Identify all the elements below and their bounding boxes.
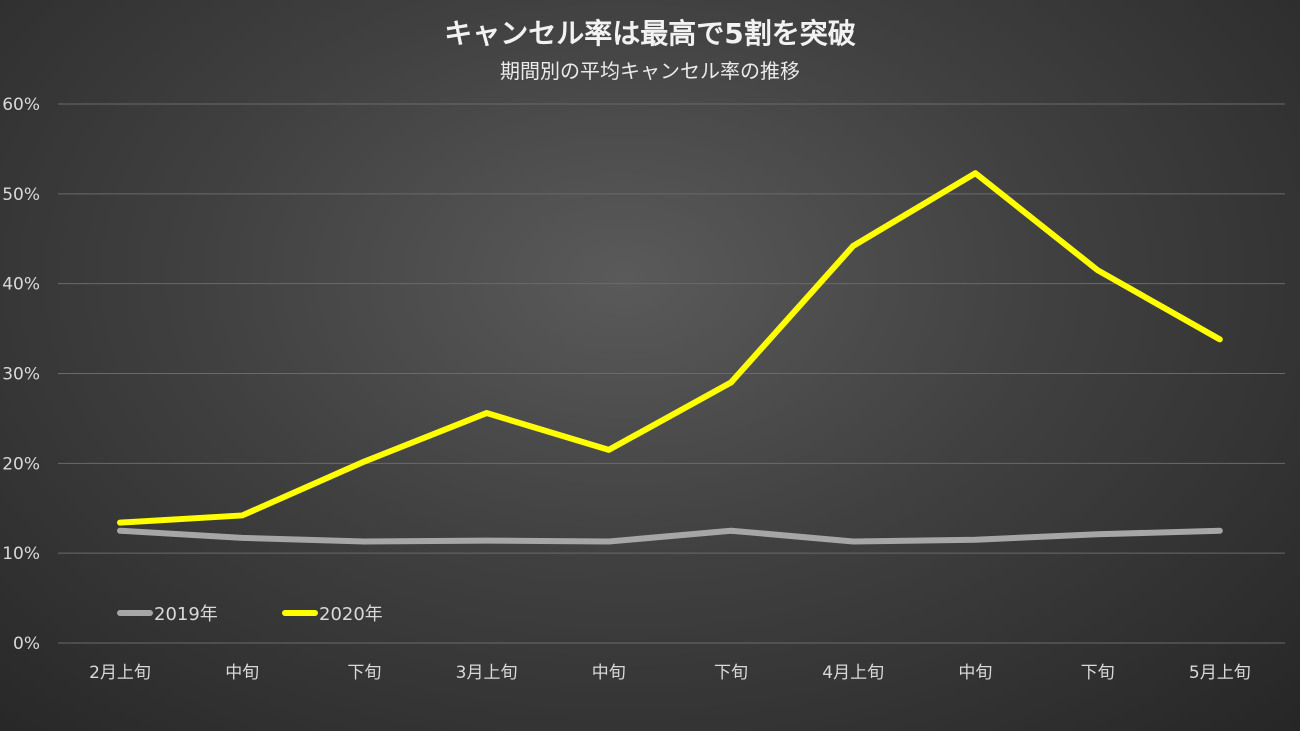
chart-title: キャンセル率は最高で5割を突破	[444, 17, 856, 50]
x-tick-label: 中旬	[225, 663, 259, 683]
series-line	[117, 170, 1223, 526]
x-tick-label: 中旬	[592, 663, 626, 683]
legend-label: 2020年	[319, 604, 383, 625]
x-tick-label: 5月上旬	[1189, 663, 1251, 683]
chart-subtitle: 期間別の平均キャンセル率の推移	[500, 59, 800, 83]
legend-label: 2019年	[154, 604, 218, 625]
x-tick-label: 下旬	[347, 663, 381, 683]
x-tick-label: 3月上旬	[456, 663, 518, 683]
series-line	[117, 527, 1223, 545]
x-tick-label: 中旬	[958, 663, 992, 683]
y-tick-label: 30%	[2, 365, 40, 385]
x-tick-label: 2月上旬	[89, 663, 151, 683]
y-tick-label: 60%	[2, 95, 40, 115]
y-tick-label: 20%	[2, 454, 40, 474]
y-tick-label: 50%	[2, 185, 40, 205]
y-tick-label: 40%	[2, 275, 40, 295]
x-tick-label: 4月上旬	[822, 663, 884, 683]
x-tick-label: 下旬	[1081, 663, 1115, 683]
y-tick-label: 0%	[13, 634, 40, 654]
x-tick-label: 下旬	[714, 663, 748, 683]
y-tick-label: 10%	[2, 544, 40, 564]
